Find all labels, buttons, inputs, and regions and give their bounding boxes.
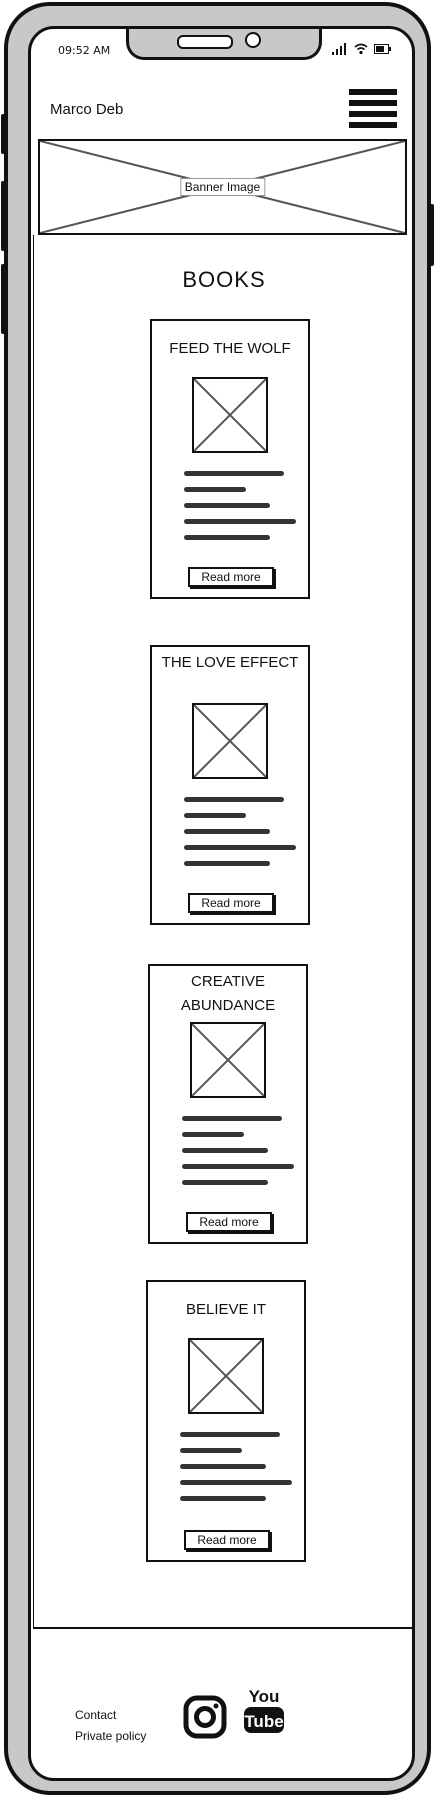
- banner-label: Banner Image: [179, 178, 266, 196]
- phone-volume-down: [1, 264, 5, 334]
- book-description: [184, 797, 300, 877]
- front-camera: [245, 32, 261, 48]
- speaker-grille: [177, 35, 233, 49]
- book-cover-image: [190, 1022, 266, 1098]
- hamburger-menu-icon[interactable]: [349, 89, 397, 129]
- book-title: FEED THE WOLF: [169, 340, 291, 357]
- battery-icon: [374, 44, 391, 54]
- phone-side-button: [1, 114, 5, 154]
- phone-notch: [126, 29, 322, 60]
- image-placeholder-icon: [194, 705, 266, 777]
- read-more-button[interactable]: Read more: [188, 567, 274, 587]
- phone-power-button: [430, 204, 434, 266]
- site-footer: Contact Private policy You Tube: [33, 1627, 412, 1777]
- footer-links: Contact Private policy: [75, 1705, 146, 1747]
- youtube-icon[interactable]: You Tube: [243, 1685, 285, 1735]
- status-icons: [332, 43, 392, 55]
- phone-volume-up: [1, 181, 5, 251]
- book-card: THE LOVE EFFECT Read more: [150, 645, 310, 925]
- read-more-button[interactable]: Read more: [188, 893, 274, 913]
- signal-icon: [332, 43, 346, 55]
- svg-text:Tube: Tube: [244, 1712, 283, 1731]
- book-description: [180, 1432, 296, 1512]
- book-description: [184, 471, 300, 551]
- book-cover-image: [192, 703, 268, 779]
- book-title: BELIEVE IT: [185, 1301, 267, 1318]
- book-card: BELIEVE IT Read more: [146, 1280, 306, 1562]
- book-title: THE LOVE EFFECT: [161, 654, 299, 671]
- books-section: BOOKS FEED THE WOLF Read more THE LOVE E…: [33, 235, 412, 1627]
- site-title[interactable]: Marco Deb: [50, 101, 124, 118]
- wifi-icon: [354, 43, 368, 55]
- image-placeholder-icon: [194, 379, 266, 451]
- privacy-policy-link[interactable]: Private policy: [75, 1729, 147, 1743]
- banner-image: Banner Image: [38, 139, 407, 235]
- phone-screen: 09:52 AM Marco Deb: [28, 26, 415, 1781]
- status-time: 09:52 AM: [58, 44, 111, 57]
- read-more-button[interactable]: Read more: [186, 1212, 272, 1232]
- book-title: CREATIVE ABUNDANCE: [180, 973, 276, 1014]
- contact-link[interactable]: Contact: [75, 1708, 117, 1722]
- book-cover-image: [192, 377, 268, 453]
- book-card: CREATIVE ABUNDANCE Read more: [148, 964, 308, 1244]
- image-placeholder-icon: [190, 1340, 262, 1412]
- book-description: [182, 1116, 298, 1196]
- svg-text:You: You: [249, 1687, 280, 1706]
- book-card: FEED THE WOLF Read more: [150, 319, 310, 599]
- instagram-icon[interactable]: [183, 1695, 227, 1739]
- section-title: BOOKS: [182, 267, 266, 292]
- read-more-button[interactable]: Read more: [184, 1530, 270, 1550]
- book-cover-image: [188, 1338, 264, 1414]
- image-placeholder-icon: [192, 1024, 264, 1096]
